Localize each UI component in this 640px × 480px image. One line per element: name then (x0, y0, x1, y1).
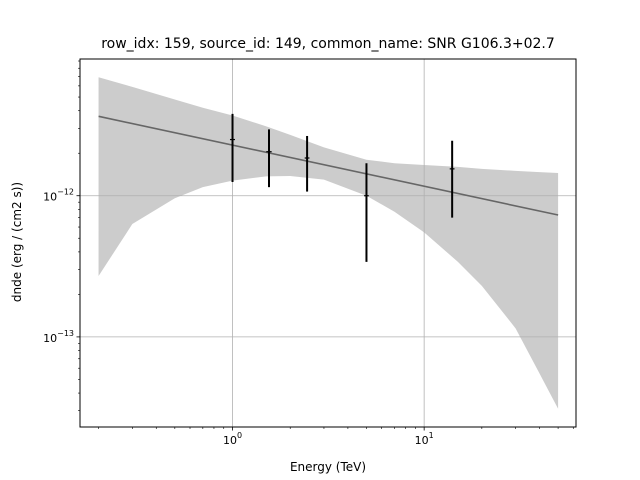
y-axis-label: dnde (erg / (cm2 s)) (10, 182, 24, 302)
x-axis-label: Energy (TeV) (290, 460, 366, 474)
data-point-4 (449, 140, 455, 218)
x-tick-label-0: 100 (223, 431, 242, 447)
model-line (98, 115, 559, 216)
model-line-layer (98, 115, 559, 216)
ticks-layer: 100 101 10−13 10−12 (43, 60, 574, 447)
data-point-2 (304, 135, 310, 192)
y-tick-label-0: 10−13 (43, 329, 74, 345)
data-point-0 (229, 113, 235, 183)
y-tick-label-1: 10−12 (43, 188, 74, 204)
confidence-band (98, 77, 559, 409)
grid-layer (80, 59, 576, 427)
data-points-layer (229, 113, 455, 262)
x-tick-label-1: 101 (415, 431, 434, 447)
confidence-band-layer (98, 77, 559, 409)
data-point-1 (266, 129, 272, 188)
data-point-3 (364, 163, 369, 262)
chart-title: row_idx: 159, source_id: 149, common_nam… (101, 36, 555, 52)
axes-frame (79, 58, 577, 428)
